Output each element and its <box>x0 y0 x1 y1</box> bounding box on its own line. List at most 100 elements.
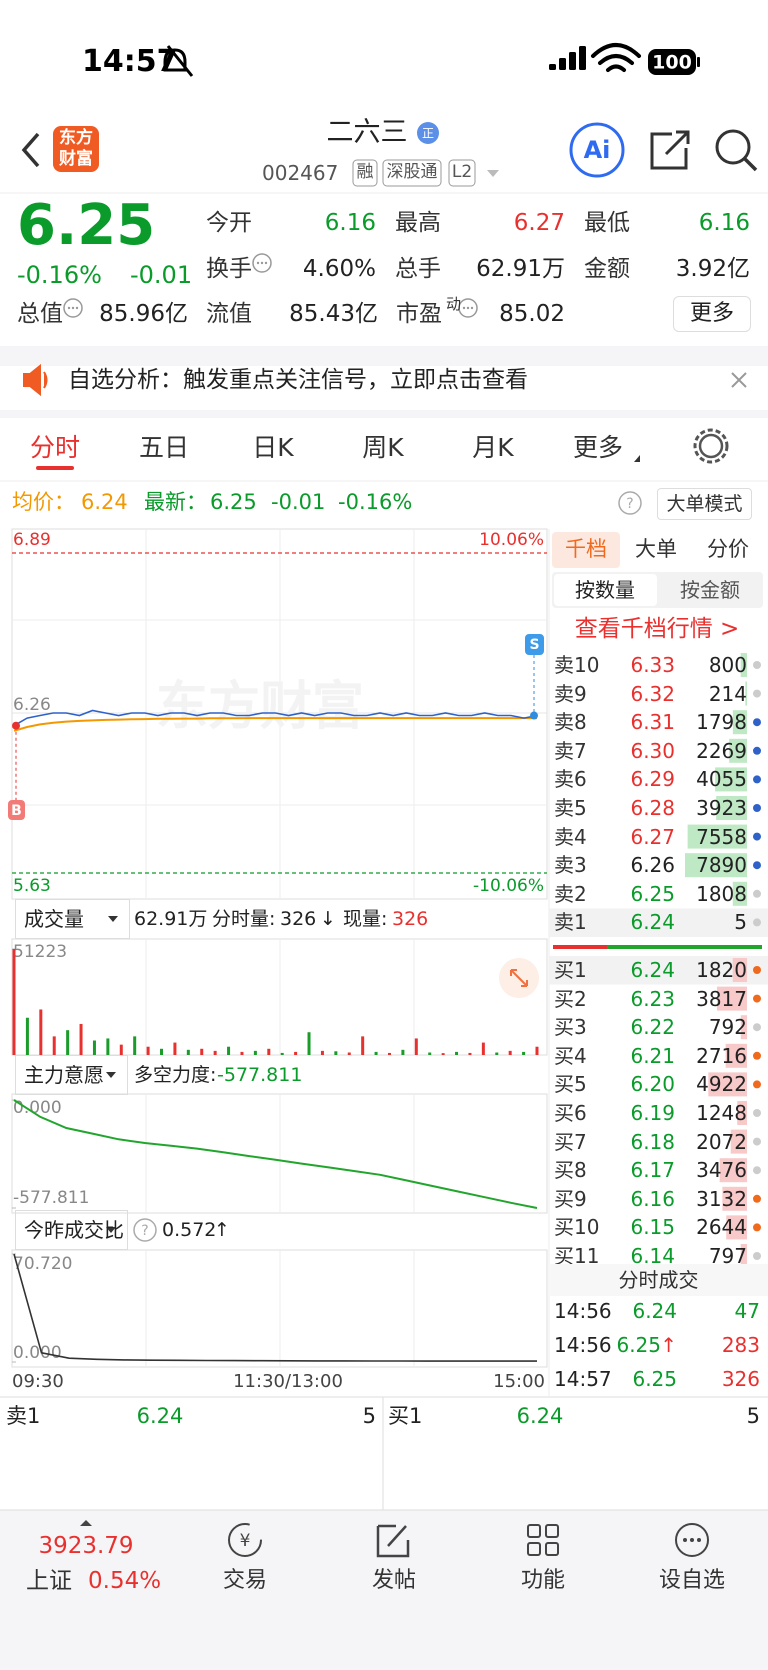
volume-bar <box>213 1050 217 1055</box>
search-handle <box>743 157 758 172</box>
level-volume: 1798 <box>696 710 747 735</box>
depth-link[interactable]: 查看千档行情 > <box>574 615 740 642</box>
level-price: 6.32 <box>630 681 675 706</box>
expand-icon <box>510 969 528 987</box>
volume-arrow: ↓ <box>320 907 336 930</box>
tab[interactable]: 分时 <box>29 432 80 462</box>
selector[interactable]: 今昨成交比 <box>15 1210 128 1250</box>
nav-icon[interactable] <box>675 1523 709 1557</box>
nav-icon[interactable] <box>545 1542 559 1556</box>
avg-label: 均价： <box>12 490 75 515</box>
level-label: 卖5 <box>554 796 587 820</box>
nav-icon[interactable] <box>527 1524 541 1538</box>
y-tick-label: 0.000 <box>13 1343 62 1363</box>
last-value: 6.25 <box>210 490 257 515</box>
field-sup: 动 <box>446 294 462 313</box>
book-tab[interactable]: 分价 <box>707 537 749 562</box>
nav-icon[interactable] <box>527 1542 541 1556</box>
ai-label: Ai <box>584 136 611 164</box>
level-dot <box>753 1137 761 1146</box>
settings-button[interactable] <box>698 433 724 459</box>
level-volume: 2269 <box>696 738 747 763</box>
selector[interactable]: 主力意愿 <box>15 1055 128 1095</box>
level-price: 6.31 <box>630 710 675 735</box>
last-price: 6.25 <box>17 192 156 258</box>
sort-tab[interactable]: 按金额 <box>680 578 740 602</box>
level-label: 买8 <box>554 1158 587 1183</box>
speaker-icon[interactable] <box>23 363 48 397</box>
badge-text: 正 <box>422 127 434 141</box>
level-dot <box>753 1051 761 1060</box>
level-dot <box>753 832 761 841</box>
volume-v2: 326 <box>392 907 429 930</box>
level-dot <box>753 689 761 698</box>
volume-bar <box>685 853 747 878</box>
tab[interactable]: 周K <box>362 432 404 462</box>
index-change: 0.54% <box>88 1567 162 1594</box>
help-icon[interactable] <box>618 491 642 515</box>
sell1-price: 6.24 <box>136 1404 184 1429</box>
volume-bar <box>79 1023 83 1055</box>
more-button[interactable]: 更多 <box>673 296 751 332</box>
level-price: 6.19 <box>630 1101 675 1125</box>
y-tick-label: 6.26 <box>13 695 51 715</box>
nav-icon-dot <box>683 1538 687 1542</box>
nav-icon[interactable] <box>376 1524 410 1558</box>
tab[interactable]: 月K <box>472 432 514 462</box>
book-tab[interactable]: 千档 <box>565 537 607 562</box>
trade-volume: 47 <box>734 1299 760 1323</box>
level-volume: 3476 <box>696 1158 747 1183</box>
nav-item[interactable]: 交易 <box>222 1567 267 1593</box>
level-label: 卖8 <box>554 710 587 735</box>
tab[interactable]: 更多 <box>572 432 623 462</box>
help-icon[interactable] <box>133 1218 157 1242</box>
info-dot <box>256 261 260 265</box>
volume-bar <box>240 1051 244 1055</box>
nav-item[interactable]: 设自选 <box>658 1567 725 1593</box>
tab[interactable]: 五日 <box>138 432 189 462</box>
info-dot <box>260 261 264 265</box>
index-value[interactable]: 3923.79 <box>38 1532 134 1559</box>
nav-icon-dot <box>690 1538 694 1542</box>
field-value: 3.92亿 <box>675 255 750 282</box>
y-tick-label: 6.89 <box>13 530 51 550</box>
info-dot <box>67 306 71 310</box>
selector[interactable]: 成交量 <box>15 899 130 939</box>
book-tab[interactable]: 大单 <box>635 537 677 562</box>
nav-item[interactable]: 发帖 <box>371 1567 416 1593</box>
nav-icon[interactable] <box>545 1524 559 1538</box>
level-volume: 1820 <box>696 958 747 982</box>
info-icon <box>458 298 478 318</box>
volume-bar <box>12 949 16 1055</box>
ai-button[interactable] <box>569 122 625 178</box>
back-button[interactable] <box>21 132 40 168</box>
level-dot <box>753 775 761 784</box>
buy1-price: 6.24 <box>516 1404 564 1429</box>
level-volume: 7890 <box>696 853 747 878</box>
volume-bar <box>334 1051 338 1055</box>
notice-text[interactable]: 自选分析：触发重点关注信号，立即点击查看 <box>68 366 528 393</box>
level-dot <box>753 966 761 974</box>
ratio-value: 0.572 <box>162 1218 217 1241</box>
nav-item[interactable]: 功能 <box>520 1567 565 1593</box>
nav-icon[interactable] <box>228 1523 262 1557</box>
info-dot <box>470 306 474 310</box>
share-button[interactable] <box>650 130 690 170</box>
level-label: 买9 <box>554 1186 587 1211</box>
volume-v1: 326 <box>280 907 317 930</box>
volume-bar <box>495 1052 499 1055</box>
trades-header[interactable]: 分时成交 <box>549 1264 768 1296</box>
last-label: 最新： <box>144 490 207 515</box>
volume-bar <box>455 1051 459 1055</box>
tab[interactable]: 日K <box>252 432 294 462</box>
level-volume: 2644 <box>696 1215 747 1240</box>
mode-button[interactable]: 大单模式 <box>657 488 752 520</box>
avg-value: 6.24 <box>81 490 128 515</box>
sort-tab[interactable]: 按数量 <box>575 578 635 602</box>
field-label: 今开 <box>206 209 252 236</box>
field-value: 6.16 <box>324 209 376 236</box>
field-value: 6.16 <box>698 209 750 236</box>
volume-bar <box>522 1051 526 1055</box>
search-button[interactable] <box>715 129 751 165</box>
close-button[interactable] <box>731 372 747 388</box>
